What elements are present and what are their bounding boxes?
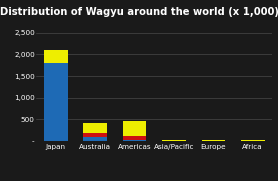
Bar xyxy=(44,63,68,141)
Bar xyxy=(202,140,225,141)
Bar xyxy=(44,50,68,63)
Bar xyxy=(83,123,107,133)
Bar xyxy=(162,140,186,141)
Bar xyxy=(123,136,147,140)
Bar xyxy=(83,133,107,137)
Text: Distribution of Wagyu around the world (x 1,000): Distribution of Wagyu around the world (… xyxy=(0,7,278,17)
Bar xyxy=(123,121,147,136)
Bar xyxy=(123,140,147,141)
Bar xyxy=(241,140,265,141)
Bar xyxy=(83,137,107,141)
